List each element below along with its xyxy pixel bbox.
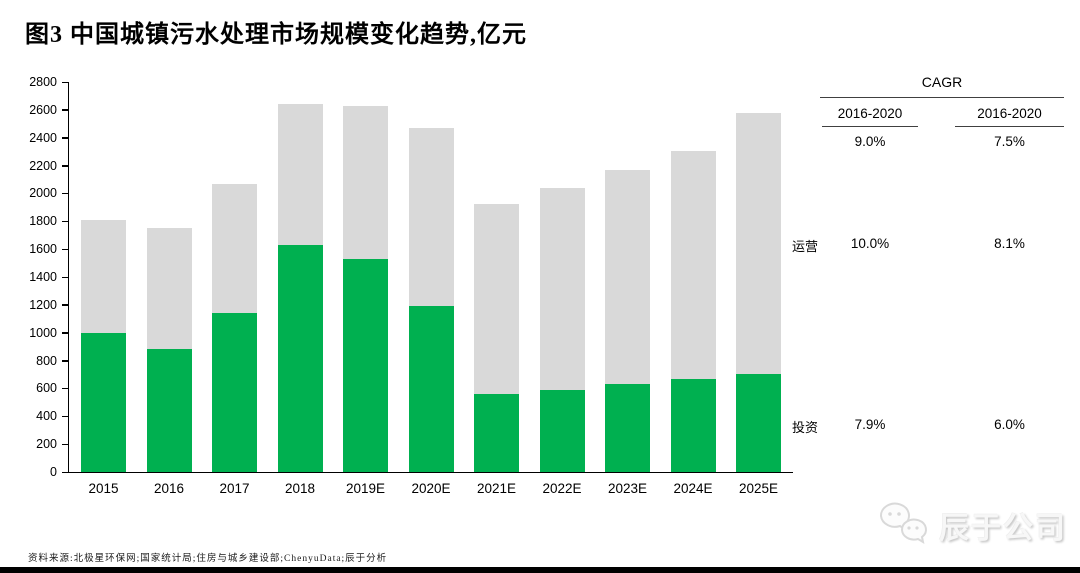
cagr-column-2-header: 2016-2020 bbox=[955, 98, 1064, 127]
bar-segment-投资-2022E bbox=[539, 389, 585, 472]
cagr-operation-value-1: 10.0% bbox=[850, 236, 890, 251]
y-axis-tick-label: 1800 bbox=[29, 214, 57, 229]
y-axis-tick-label: 2200 bbox=[29, 158, 57, 173]
cagr-table-header-rule bbox=[820, 97, 1064, 98]
y-axis-tick-mark bbox=[62, 415, 68, 418]
x-axis-label-2022E: 2022E bbox=[542, 481, 582, 496]
bar-segment-运营-2021E bbox=[474, 203, 519, 394]
bar-segment-投资-2024E bbox=[670, 379, 716, 472]
y-axis-tick-label: 400 bbox=[36, 409, 57, 424]
bar-segment-投资-2015 bbox=[81, 332, 126, 472]
y-axis-tick-mark bbox=[62, 137, 68, 139]
cagr-investment-value-1: 7.9% bbox=[854, 417, 886, 432]
bar-segment-投资-2019E bbox=[343, 258, 388, 472]
bar-segment-运营-2019E bbox=[343, 105, 388, 259]
bar-segment-投资-2016 bbox=[146, 349, 192, 472]
x-axis-label-2017: 2017 bbox=[219, 481, 250, 496]
x-axis-label-2015: 2015 bbox=[88, 481, 119, 496]
bar-segment-投资-2023E bbox=[605, 384, 650, 472]
company-watermark: 辰于公司 bbox=[878, 502, 1067, 548]
y-axis-tick-label: 1000 bbox=[29, 325, 57, 340]
cagr-column-1: 2016-2020 9.0% bbox=[822, 98, 918, 149]
y-axis-tick-label: 2800 bbox=[29, 75, 57, 89]
y-axis-tick-label: 1600 bbox=[29, 242, 57, 257]
bottom-black-bar bbox=[0, 567, 1080, 573]
y-axis-tick-label: 1400 bbox=[29, 270, 57, 284]
cagr-table: CAGR 2016-2020 9.0% 2016-2020 7.5% bbox=[820, 74, 1064, 160]
y-axis-tick-mark bbox=[62, 276, 68, 278]
cagr-column-2: 2016-2020 7.5% bbox=[955, 98, 1064, 149]
source-note: 资料来源:北极星环保网;国家统计局;住房与城乡建设部;ChenyuData;辰于… bbox=[28, 554, 388, 564]
watermark-brand-text: 辰于公司 bbox=[939, 512, 1067, 545]
cagr-total-value-1: 9.0% bbox=[854, 134, 886, 149]
x-axis-label-2019E: 2019E bbox=[345, 481, 386, 496]
y-axis-tick-mark bbox=[62, 387, 68, 390]
cagr-row-label-investment: 投资 bbox=[792, 420, 819, 435]
x-axis-label-2024E: 2024E bbox=[673, 481, 713, 496]
bar-segment-运营-2016 bbox=[146, 228, 192, 350]
y-axis-tick-mark bbox=[62, 360, 68, 362]
y-axis-tick-label: 1200 bbox=[29, 297, 57, 312]
bar-segment-投资-2025E bbox=[736, 373, 781, 472]
x-axis-label-2021E: 2021E bbox=[476, 481, 517, 496]
y-axis-tick-label: 2600 bbox=[29, 102, 57, 117]
y-axis-tick-label: 800 bbox=[36, 353, 57, 368]
x-axis-label-2018: 2018 bbox=[284, 481, 316, 496]
stacked-bar-chart: 0 200 400 600 800 1000 1200 1400 1600 1800 2000 220… bbox=[29, 75, 793, 496]
cagr-investment-value-2: 6.0% bbox=[994, 417, 1025, 432]
y-axis-tick-label: 600 bbox=[36, 381, 57, 396]
y-axis-tick-mark bbox=[62, 192, 68, 195]
bar-segment-运营-2018 bbox=[277, 104, 323, 245]
x-axis-label-2025E: 2025E bbox=[738, 481, 779, 496]
y-axis-tick-label: 0 bbox=[50, 465, 57, 479]
bar-segment-运营-2023E bbox=[605, 169, 650, 385]
bar-segment-运营-2024E bbox=[670, 150, 716, 380]
y-axis-tick-mark bbox=[62, 332, 68, 334]
y-axis-tick-mark bbox=[62, 165, 68, 167]
y-axis-tick-mark bbox=[62, 248, 68, 251]
y-axis-tick-mark bbox=[62, 220, 68, 223]
cagr-operation-value-2: 8.1% bbox=[994, 236, 1025, 251]
y-axis-tick-mark bbox=[62, 109, 68, 111]
y-axis-tick-label: 2000 bbox=[29, 186, 57, 201]
bar-segment-运营-2015 bbox=[81, 219, 126, 333]
cagr-table-title: CAGR bbox=[921, 74, 963, 90]
bar-segment-投资-2021E bbox=[474, 394, 519, 472]
y-axis-tick-label: 200 bbox=[36, 437, 57, 452]
cagr-total-value-2: 7.5% bbox=[994, 134, 1025, 149]
y-axis-tick-mark bbox=[62, 304, 68, 306]
y-axis-tick-mark bbox=[62, 81, 68, 83]
x-axis-label-2016: 2016 bbox=[153, 481, 185, 496]
bar-segment-运营-2025E bbox=[736, 113, 781, 374]
wechat-bubbles-icon bbox=[879, 502, 927, 545]
y-axis-tick-mark bbox=[62, 443, 68, 446]
bar-segment-运营-2020E bbox=[408, 127, 454, 307]
bar-segment-投资-2018 bbox=[277, 244, 323, 472]
cagr-row-label-operation: 运营 bbox=[792, 239, 819, 254]
figure-title: 图3 中国城镇污水处理市场规模变化趋势,亿元 bbox=[25, 22, 527, 48]
x-axis-label-2020E: 2020E bbox=[411, 481, 451, 496]
bar-segment-运营-2022E bbox=[539, 187, 585, 390]
cagr-column-1-header: 2016-2020 bbox=[822, 98, 918, 127]
bar-segment-投资-2017 bbox=[212, 313, 257, 472]
x-axis-label-2023E: 2023E bbox=[607, 481, 648, 496]
y-axis-tick-mark bbox=[62, 471, 68, 473]
bar-segment-运营-2017 bbox=[212, 183, 257, 314]
y-axis-tick-label: 2400 bbox=[29, 130, 57, 145]
bar-segment-投资-2020E bbox=[408, 306, 454, 472]
